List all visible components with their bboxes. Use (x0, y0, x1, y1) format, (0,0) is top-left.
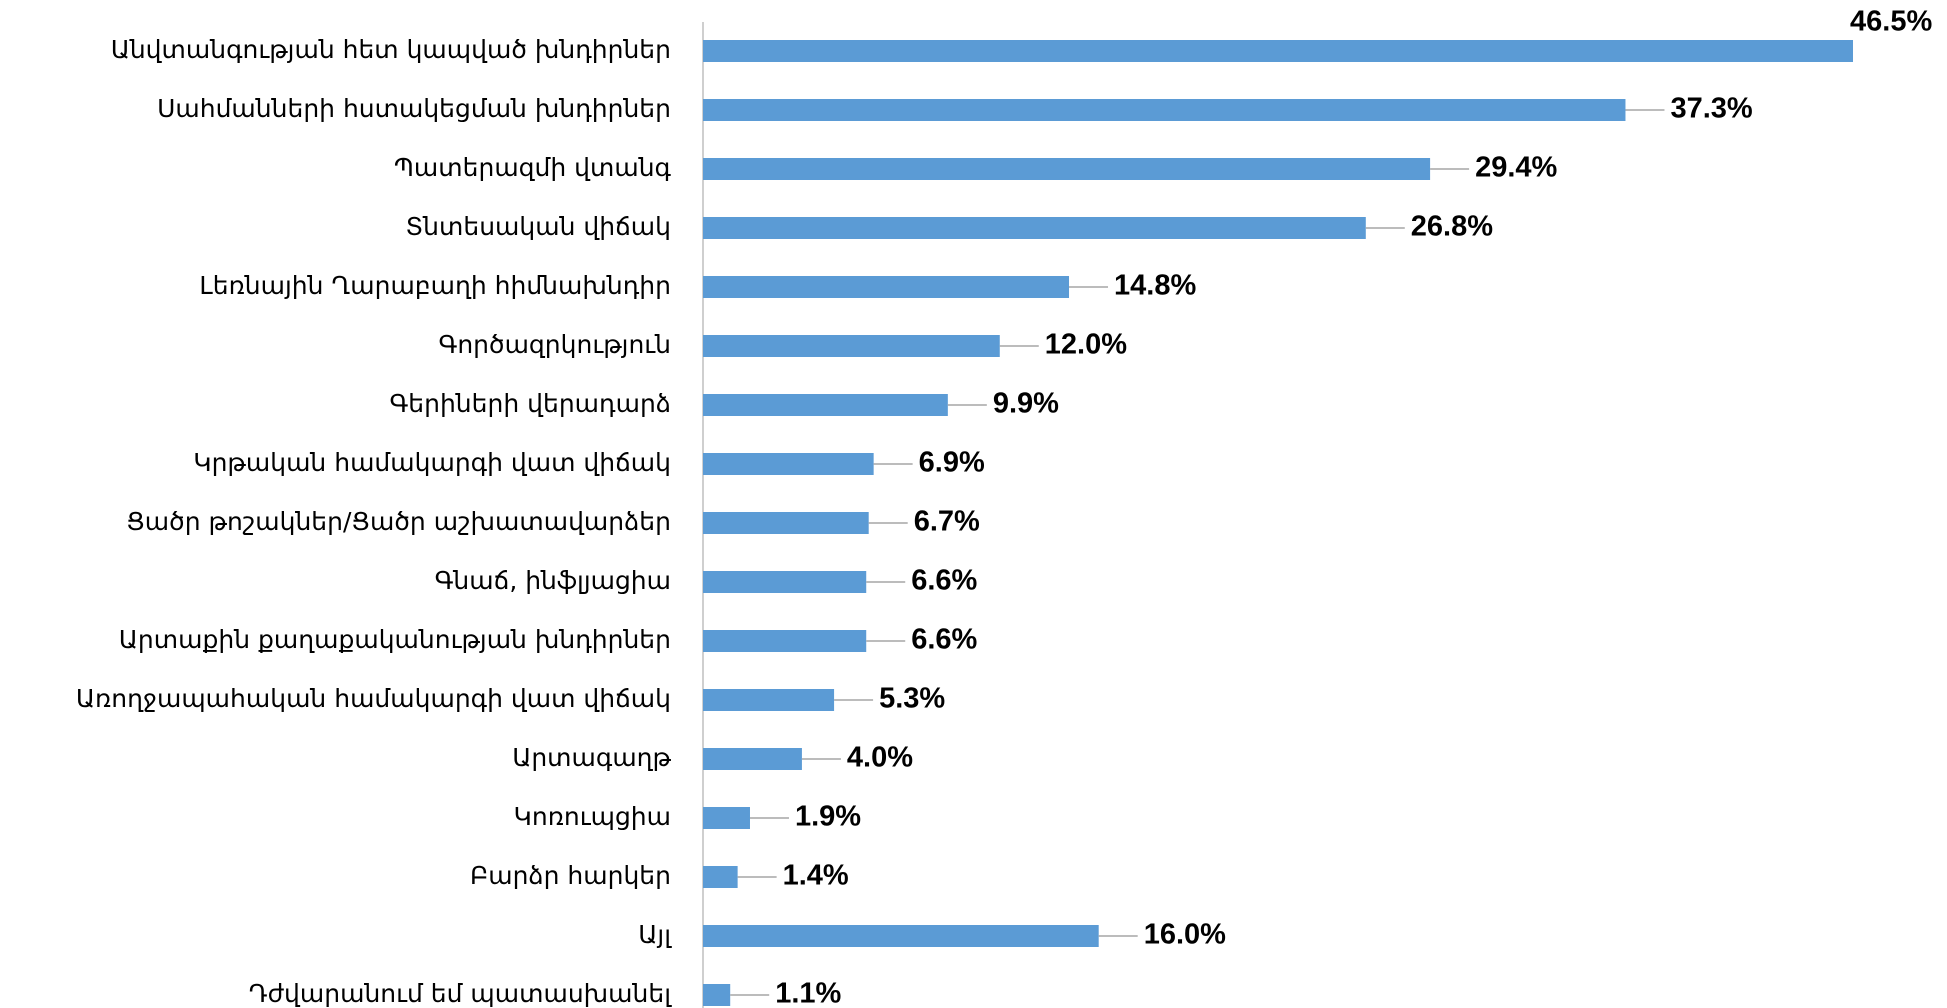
category-label: Բարձր հարկեր (470, 861, 671, 890)
value-label: 12.0% (1045, 329, 1127, 361)
category-label: Գերիների վերադարձ (389, 389, 671, 418)
bar (703, 217, 1366, 239)
category-label: Գնաճ, ինֆլյացիա (435, 566, 671, 595)
category-label: Լեռնային Ղարաբաղի հիմնախնդիր (199, 271, 671, 300)
category-label: Այլ (638, 920, 672, 949)
category-label: Ցածր թոշակներ/Ցածր աշխատավարձեր (126, 507, 671, 536)
bar (703, 807, 750, 829)
category-label: Անվտանգության հետ կապված խնդիրներ (111, 35, 671, 64)
bar (703, 453, 874, 475)
bar (703, 394, 948, 416)
value-label: 14.8% (1114, 270, 1196, 302)
bar (703, 512, 869, 534)
bar (703, 689, 835, 711)
bar (703, 748, 802, 770)
value-label: 29.4% (1475, 152, 1557, 184)
value-label: 6.6% (911, 565, 977, 597)
value-label: 26.8% (1411, 211, 1493, 243)
category-label: Դժվարանում եմ պատասխանել (249, 979, 672, 1008)
bar (703, 99, 1626, 121)
value-label: 37.3% (1670, 93, 1752, 125)
category-label: Պատերազմի վտանգ (394, 153, 672, 182)
value-label: 1.1% (775, 978, 841, 1008)
category-label: Սահմանների հստակեցման խնդիրներ (157, 94, 671, 123)
value-label: 4.0% (847, 742, 913, 774)
bar (703, 335, 1000, 357)
bar (703, 984, 731, 1006)
value-label: 1.4% (783, 860, 849, 892)
category-label: Առողջապահական համակարգի վատ վիճակ (76, 684, 671, 713)
category-label: Արտաքին քաղաքականության խնդիրներ (119, 625, 671, 654)
bar (703, 925, 1099, 947)
category-label: Կոռուպցիա (514, 802, 671, 831)
value-label: 1.9% (795, 801, 861, 833)
value-label: 46.5% (1850, 6, 1932, 38)
bar (703, 630, 867, 652)
category-label: Արտագաղթ (512, 743, 671, 772)
value-label: 6.6% (911, 624, 977, 656)
value-label: 6.7% (914, 506, 980, 538)
bar (703, 571, 867, 593)
bar (703, 866, 738, 888)
value-label: 9.9% (993, 388, 1059, 420)
category-label: Կրթական համակարգի վատ վիճակ (193, 448, 671, 477)
bar (703, 158, 1431, 180)
value-label: 5.3% (879, 683, 945, 715)
category-label: Տնտեսական վիճակ (406, 212, 671, 241)
bar (703, 40, 1853, 62)
value-label: 6.9% (919, 447, 985, 479)
category-label: Գործազրկություն (438, 330, 671, 359)
bar (703, 276, 1070, 298)
value-label: 16.0% (1144, 919, 1226, 951)
